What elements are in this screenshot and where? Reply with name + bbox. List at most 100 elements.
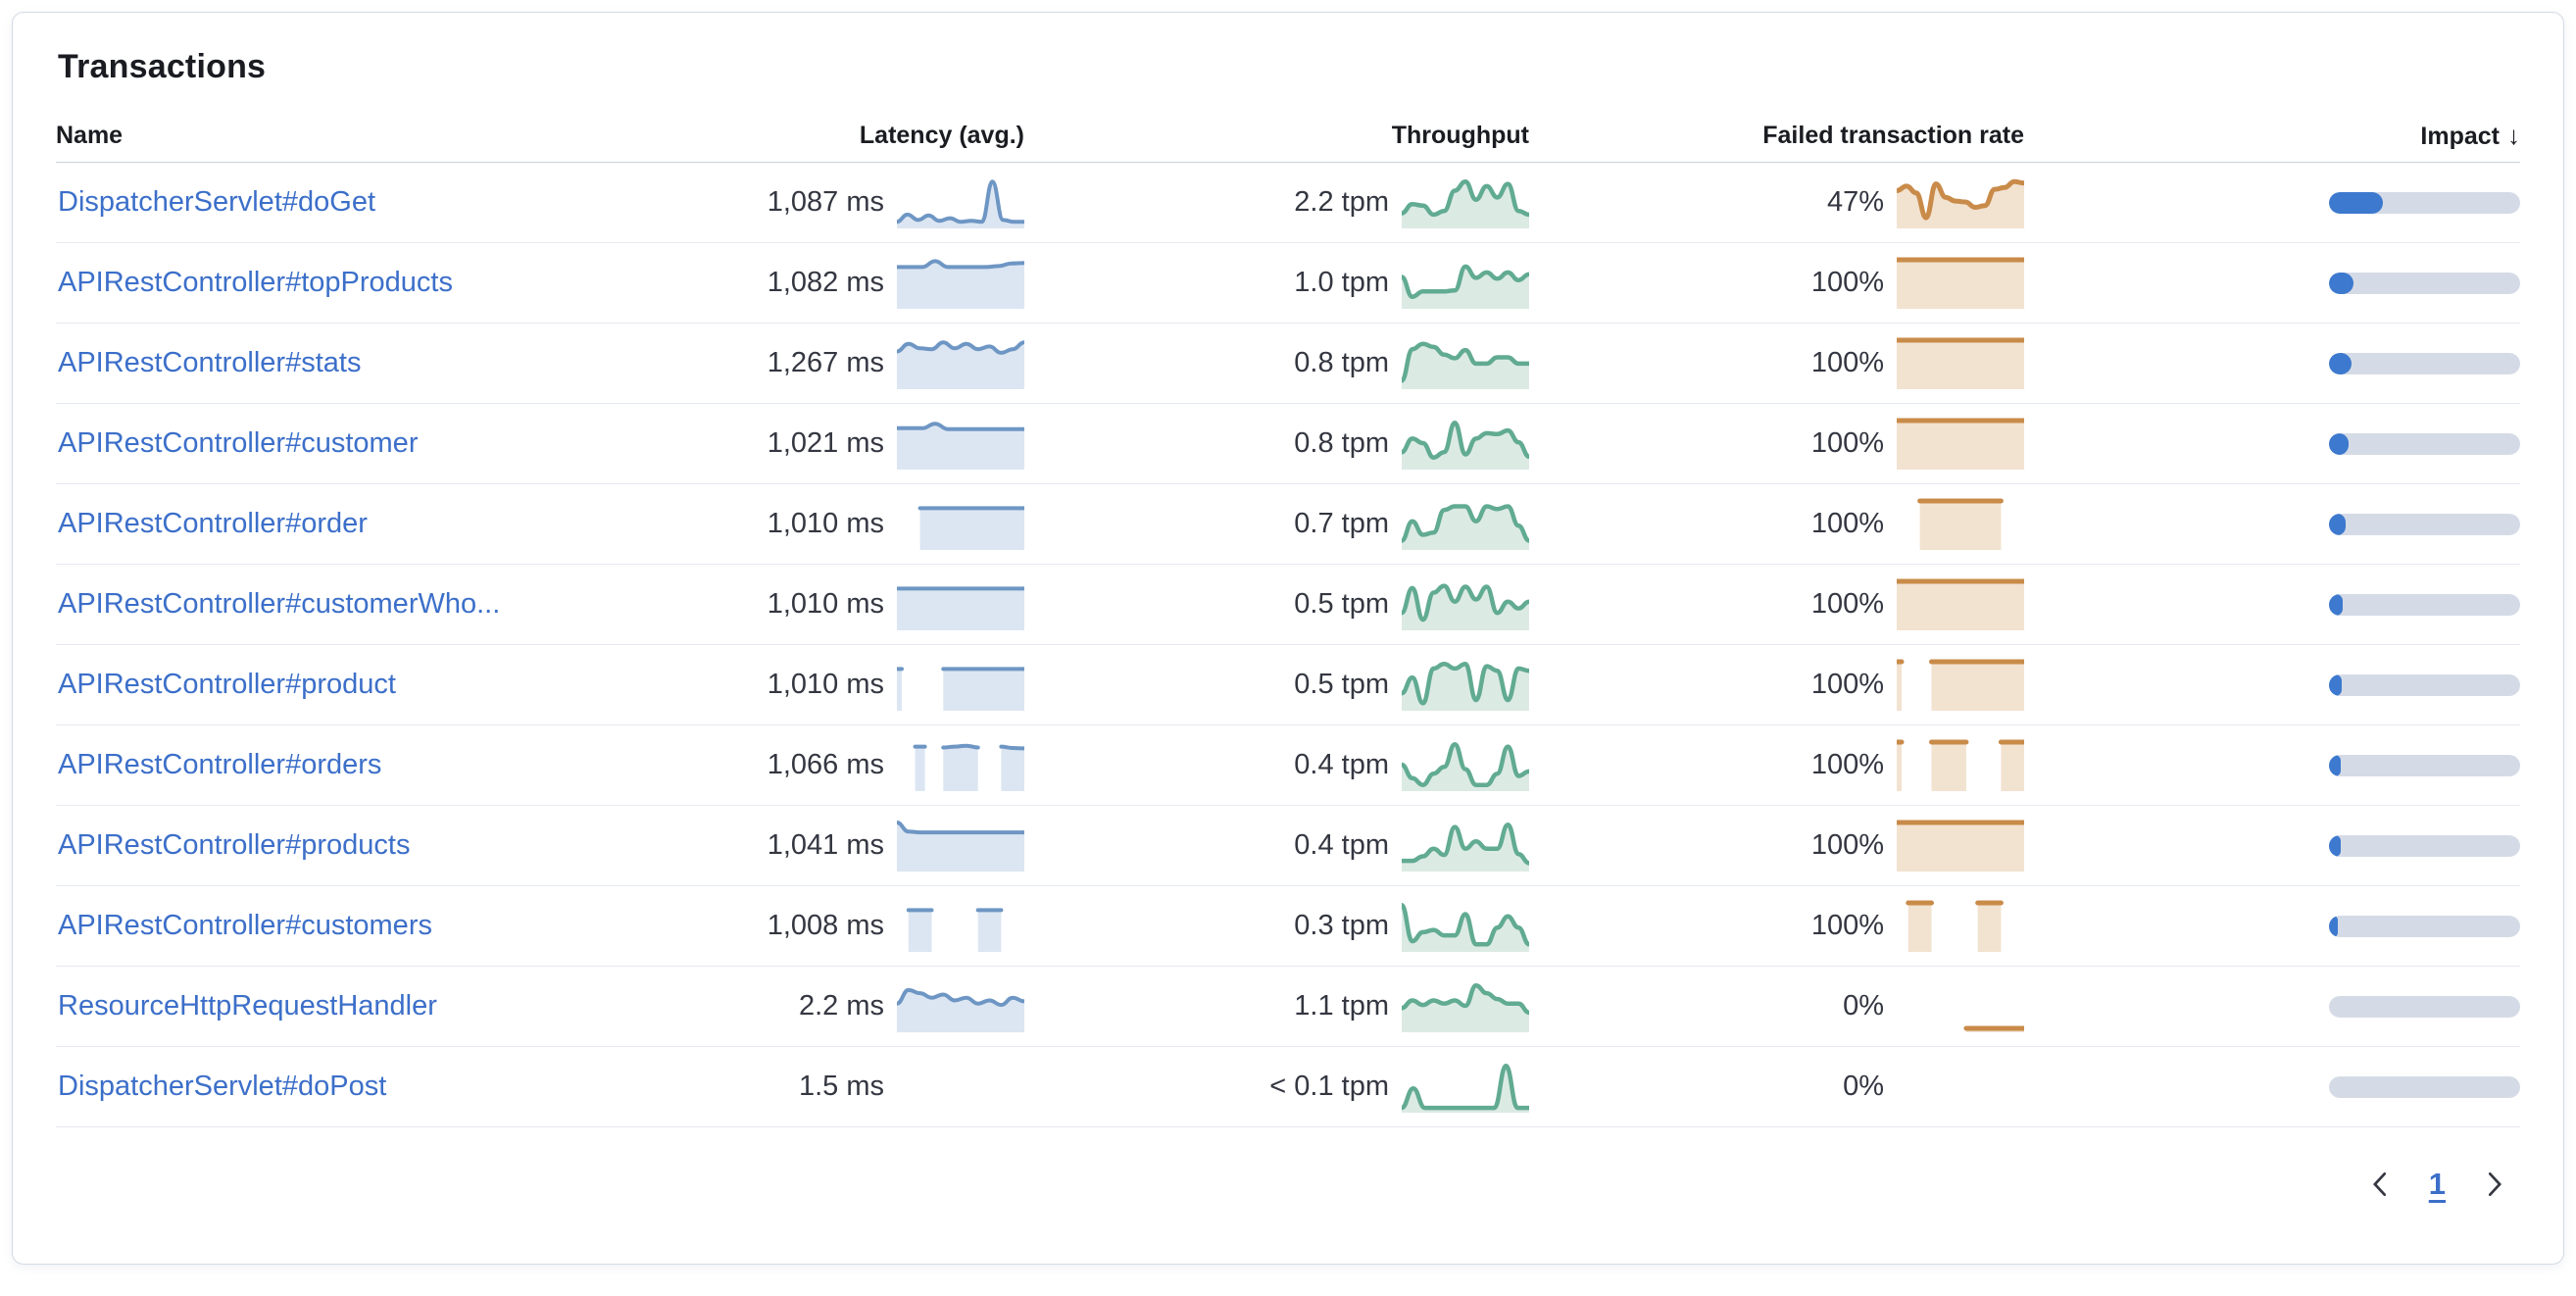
failed-rate-value: 100% [1810, 427, 1884, 459]
impact-bar [2329, 593, 2520, 616]
failed-rate-value: 100% [1810, 829, 1884, 861]
transaction-name-link[interactable]: APIRestController#topProducts [58, 267, 453, 298]
transaction-name-link[interactable]: DispatcherServlet#doPost [58, 1071, 387, 1102]
transaction-name-link[interactable]: APIRestController#order [58, 508, 368, 539]
latency-sparkline [906, 907, 1004, 952]
impact-bar [2329, 352, 2520, 374]
table-row: APIRestController#topProducts 1,082 ms 1… [56, 243, 2520, 324]
impact-bar-fill [2329, 432, 2349, 455]
table-row: APIRestController#products 1,041 ms 0.4 … [56, 806, 2520, 886]
table-body: DispatcherServlet#doGet 1,087 ms 2.2 tpm… [56, 163, 2520, 1127]
transaction-name-link[interactable]: APIRestController#customers [58, 910, 432, 941]
throughput-value: 0.4 tpm [1294, 829, 1389, 861]
failed-rate-sparkline [1917, 498, 2004, 550]
latency-sparkline [897, 820, 1024, 872]
latency-value: 1,066 ms [767, 749, 884, 780]
latency-value: 1,041 ms [767, 829, 884, 861]
table-row: DispatcherServlet#doGet 1,087 ms 2.2 tpm… [56, 163, 2520, 243]
previous-page-button[interactable] [2360, 1165, 2400, 1204]
latency-value: 1,010 ms [767, 669, 884, 700]
panel-title: Transactions [58, 48, 267, 85]
throughput-sparkline [1402, 178, 1529, 228]
failed-rate-sparkline [1897, 257, 2024, 309]
throughput-value: 0.8 tpm [1294, 427, 1389, 459]
latency-value: 1,267 ms [767, 347, 884, 378]
failed-rate-value: 0% [1843, 990, 1884, 1022]
failed-rate-value: 100% [1810, 669, 1884, 700]
throughput-sparkline [1402, 420, 1529, 470]
column-header-impact[interactable]: Impact ↓ [2024, 121, 2520, 151]
impact-bar-fill [2329, 352, 2353, 374]
table-row: ResourceHttpRequestHandler 2.2 ms 1.1 tp… [56, 967, 2520, 1047]
throughput-value: 0.4 tpm [1294, 749, 1389, 780]
table-row: APIRestController#order 1,010 ms 0.7 tpm… [56, 484, 2520, 565]
impact-bar [2329, 995, 2520, 1018]
transactions-panel: Transactions Name Latency (avg.) Through… [12, 12, 2564, 1265]
impact-bar-fill [2329, 272, 2354, 294]
transaction-name-link[interactable]: APIRestController#stats [58, 347, 362, 378]
throughput-value: < 0.1 tpm [1269, 1071, 1389, 1102]
impact-bar-fill [2329, 593, 2343, 616]
latency-value: 1,087 ms [767, 186, 884, 218]
impact-bar [2329, 191, 2520, 214]
failed-rate-value: 100% [1810, 347, 1884, 378]
table-row: APIRestController#customers 1,008 ms 0.3… [56, 886, 2520, 967]
latency-sparkline [897, 421, 1024, 470]
throughput-value: 0.3 tpm [1294, 910, 1389, 941]
latency-value: 1,021 ms [767, 427, 884, 459]
failed-rate-sparkline [1897, 178, 2024, 228]
latency-sparkline [913, 743, 1024, 791]
transaction-name-link[interactable]: ResourceHttpRequestHandler [58, 990, 437, 1022]
throughput-sparkline [1402, 1063, 1529, 1113]
impact-bar [2329, 673, 2520, 696]
failed-rate-value: 100% [1810, 508, 1884, 539]
page-1-button[interactable]: 1 [2428, 1167, 2446, 1201]
failed-rate-sparkline [1897, 659, 2024, 711]
throughput-value: 0.8 tpm [1294, 347, 1389, 378]
transaction-name-link[interactable]: APIRestController#customer [58, 427, 419, 459]
throughput-sparkline [1402, 582, 1529, 630]
latency-value: 1,010 ms [767, 588, 884, 620]
impact-bar [2329, 1075, 2520, 1098]
column-header-throughput[interactable]: Throughput [1391, 122, 1529, 149]
pagination: 1 [56, 1157, 2520, 1212]
table-row: APIRestController#orders 1,066 ms 0.4 tp… [56, 725, 2520, 806]
transaction-name-link[interactable]: DispatcherServlet#doGet [58, 186, 375, 218]
transaction-name-link[interactable]: APIRestController#products [58, 829, 411, 861]
column-header-failed-rate[interactable]: Failed transaction rate [1762, 122, 2024, 149]
impact-bar-fill [2329, 834, 2341, 857]
impact-bar [2329, 513, 2520, 535]
throughput-sparkline [1402, 503, 1529, 550]
latency-sparkline [917, 505, 1024, 550]
transaction-name-link[interactable]: APIRestController#product [58, 669, 396, 700]
impact-bar [2329, 915, 2520, 937]
transaction-name-link[interactable]: APIRestController#orders [58, 749, 382, 780]
throughput-value: 0.5 tpm [1294, 588, 1389, 620]
failed-rate-sparkline [1897, 337, 2024, 389]
transaction-name-link[interactable]: APIRestController#customerWho... [58, 588, 501, 620]
impact-bar-fill [2329, 513, 2346, 535]
latency-value: 1,010 ms [767, 508, 884, 539]
impact-bar-fill [2329, 754, 2341, 776]
throughput-sparkline [1402, 661, 1529, 711]
throughput-value: 1.1 tpm [1294, 990, 1389, 1022]
table-row: APIRestController#customerWho... 1,010 m… [56, 565, 2520, 645]
impact-bar [2329, 834, 2520, 857]
failed-rate-sparkline [1897, 418, 2024, 470]
column-header-name[interactable]: Name [56, 122, 124, 149]
failed-rate-value: 0% [1843, 1071, 1884, 1102]
failed-rate-sparkline [1897, 820, 2024, 872]
throughput-sparkline [1402, 264, 1529, 309]
table-row: APIRestController#customer 1,021 ms 0.8 … [56, 404, 2520, 484]
next-page-button[interactable] [2475, 1165, 2514, 1204]
column-header-latency[interactable]: Latency (avg.) [859, 122, 1024, 149]
failed-rate-sparkline [1897, 739, 2024, 791]
failed-rate-value: 100% [1810, 588, 1884, 620]
failed-rate-sparkline [1963, 1025, 2024, 1032]
throughput-value: 2.2 tpm [1294, 186, 1389, 218]
failed-rate-value: 100% [1810, 267, 1884, 298]
failed-rate-value: 100% [1810, 749, 1884, 780]
column-header-impact-label: Impact [2420, 123, 2500, 150]
latency-sparkline [897, 585, 1024, 630]
latency-value: 1,008 ms [767, 910, 884, 941]
